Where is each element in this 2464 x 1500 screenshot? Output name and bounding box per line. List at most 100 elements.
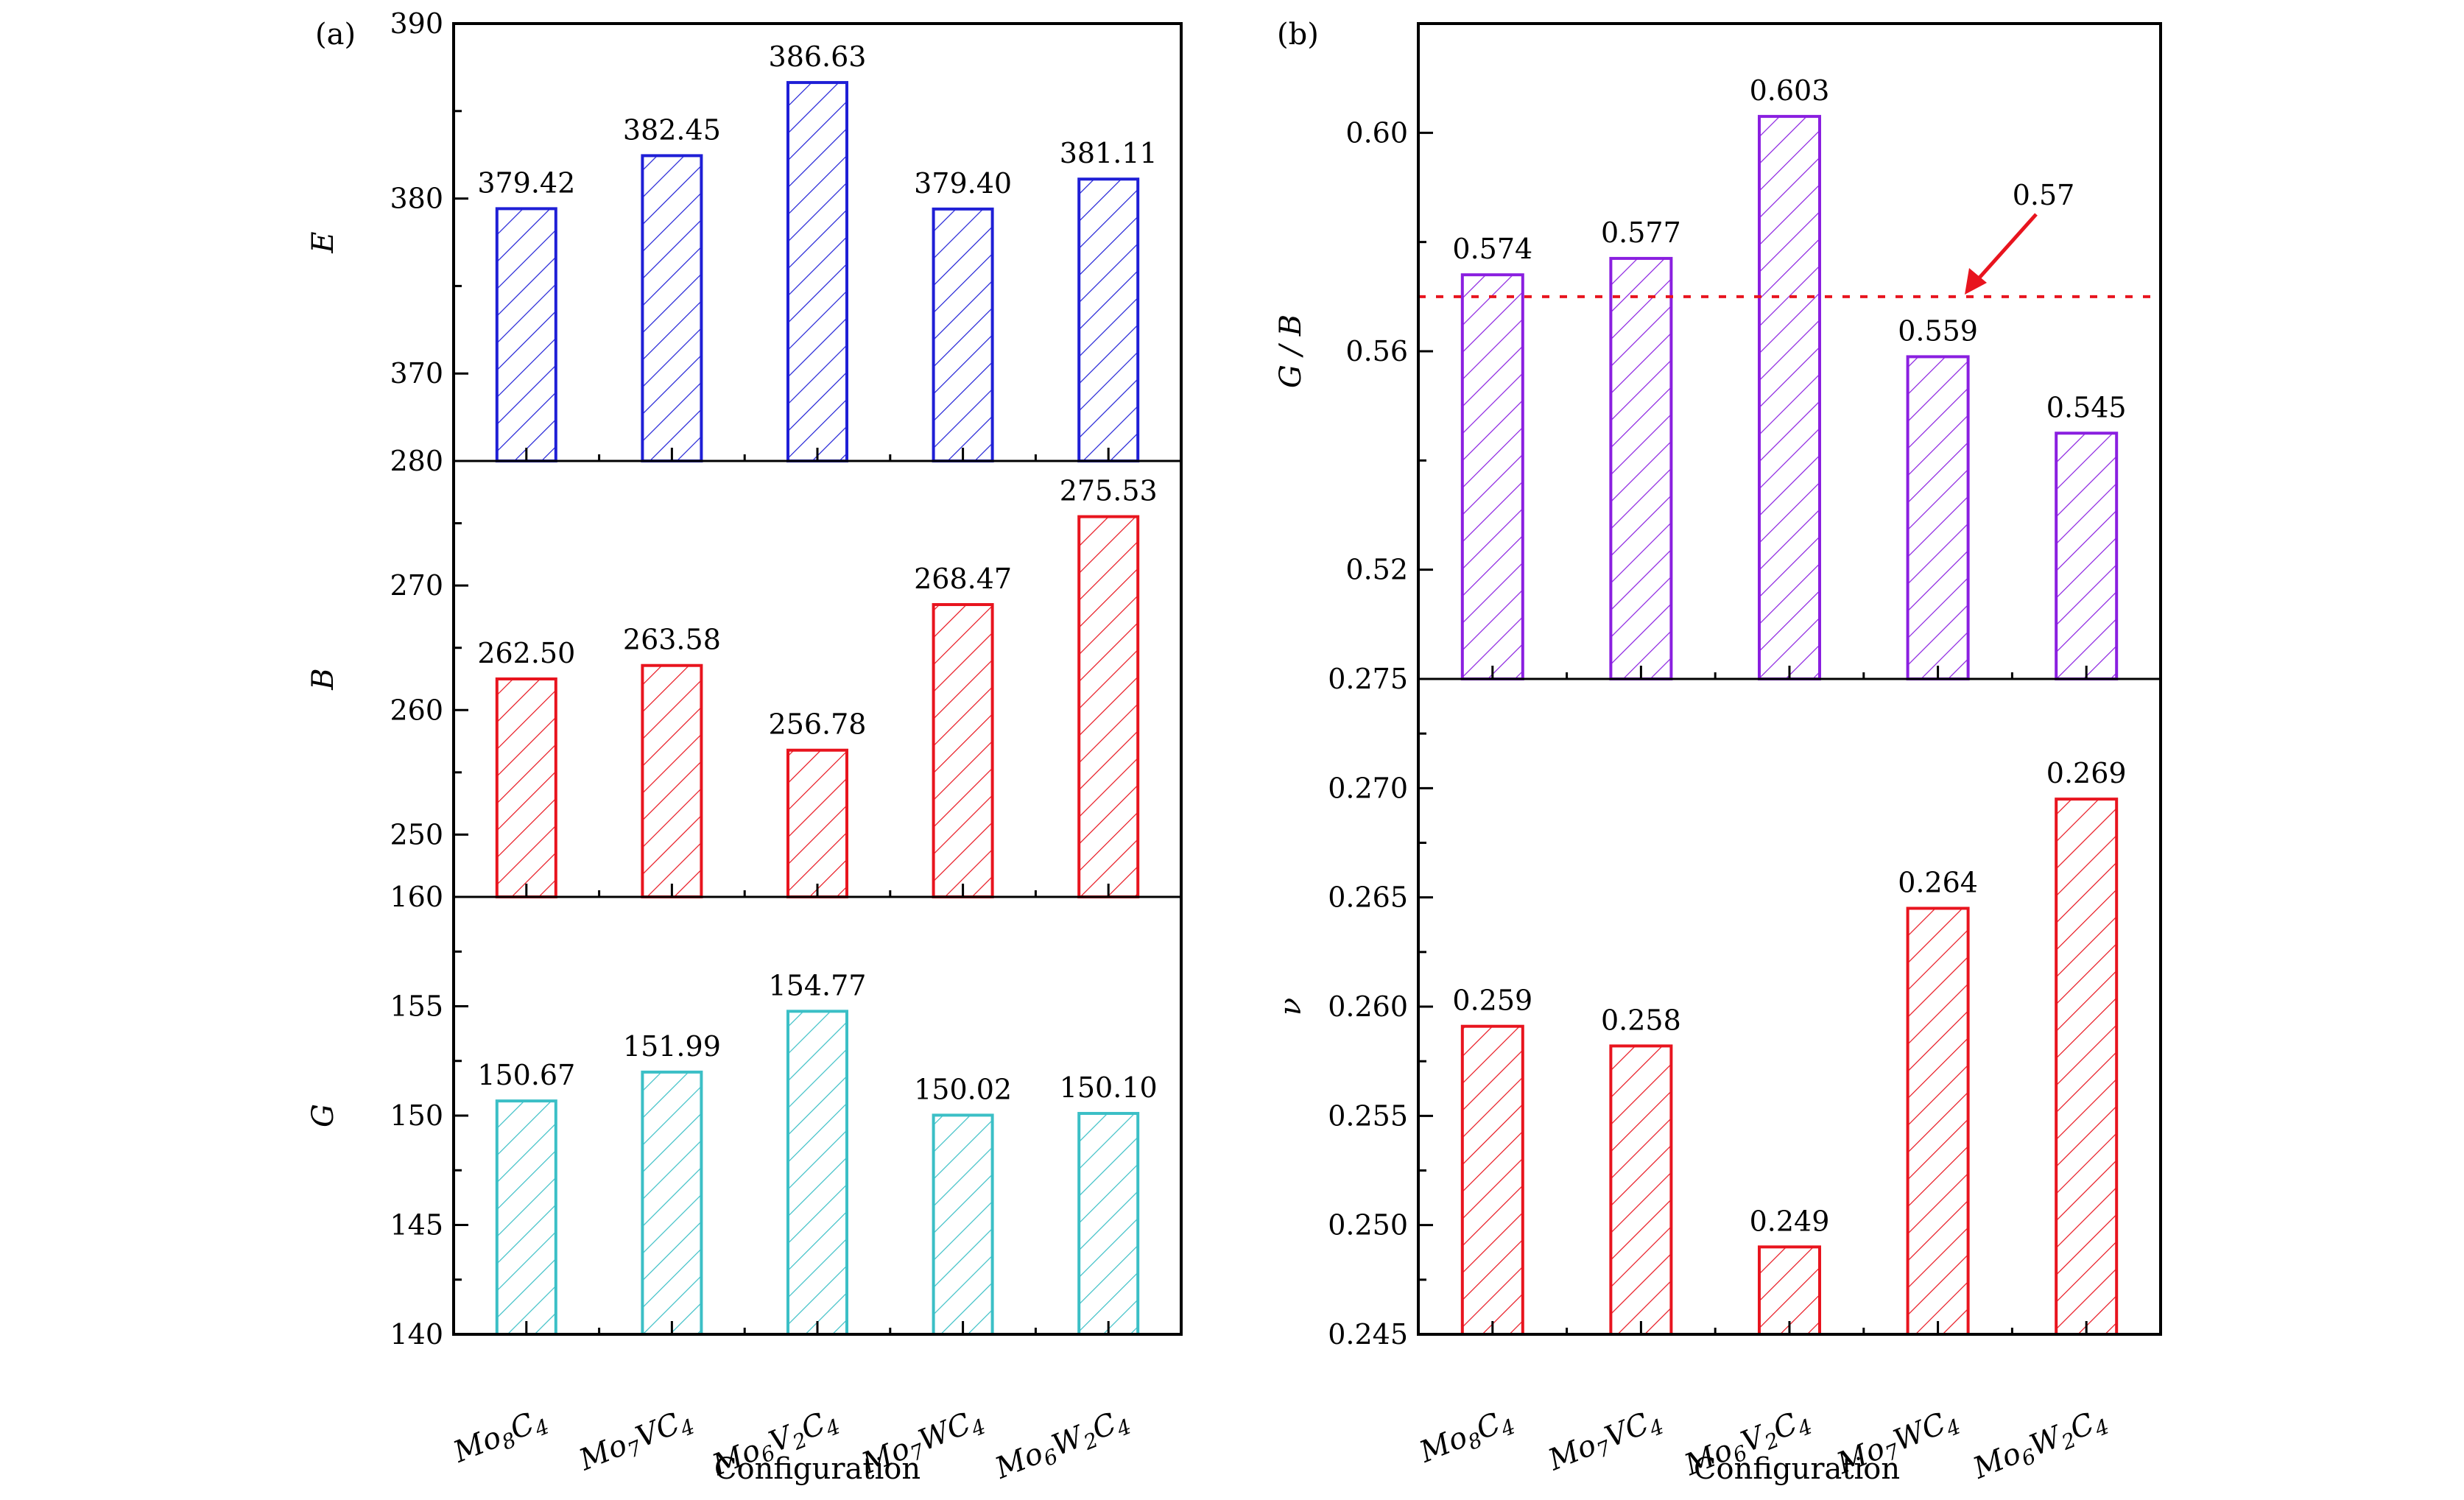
label-part: Mo [574,1428,631,1477]
value-label: 0.559 [1898,314,1978,347]
y-axis-title: ν [1274,998,1308,1015]
reference-line-label: 0.57 [2013,179,2075,211]
y-tick-label: 0.245 [1328,1318,1408,1351]
y-axis-title: B [306,668,340,690]
y-tick-label: 0.270 [1328,772,1408,804]
x-axis-title: Configuration [714,1452,921,1486]
y-tick-label: 0.250 [1328,1209,1408,1242]
y-axis-title: G [306,1104,340,1127]
y-tick-label: 145 [390,1209,443,1242]
bar [641,663,703,898]
subplot-g: 150.67 151.99 154.77 150.02 150.10 140 145 150 1… [306,950,1158,1351]
bar [495,1099,557,1336]
x-tick-label: Mo7VC4 [1543,1402,1667,1482]
value-label: 0.269 [2046,757,2127,789]
bar [1906,355,1970,680]
y-tick-label: 0.260 [1328,990,1408,1023]
bar [1077,515,1140,898]
x-tick-label: Mo7VC4 [574,1402,698,1482]
bar [1906,906,1970,1336]
y-tick-label: 0.265 [1328,881,1408,914]
bar [1077,177,1140,462]
y-tick-label: 370 [390,357,443,390]
panel-tag: (a) [315,18,356,52]
y-tick-label: 260 [390,694,443,726]
bar [786,748,848,898]
bar [2055,797,2119,1336]
value-label: 268.47 [914,563,1012,595]
bar [932,207,994,462]
label-part: Mo [1968,1437,2025,1486]
value-label: 0.264 [1898,867,1978,899]
bar [786,81,848,462]
x-tick-label: Mo8C4 [1415,1402,1519,1473]
x-tick-label: Mo6W2C4 [990,1402,1134,1490]
value-label: 0.259 [1452,985,1532,1017]
panel-a: (a)379.42382.45386.63379.40381.113703803… [306,7,1183,1490]
bar [932,603,994,898]
bar [495,207,557,462]
value-label: 379.42 [477,166,575,199]
y-tick-label: 150 [390,1099,443,1132]
y-tick-label: 0.60 [1345,116,1408,149]
value-label: 150.67 [477,1059,575,1091]
label-part: Mo [1543,1428,1600,1477]
value-label: 151.99 [623,1030,721,1063]
plot-frame [452,22,1183,1336]
label-part: WC [1889,1406,1951,1458]
arrow-shaft [1972,213,2038,286]
panel-tag: (b) [1277,18,1319,52]
y-tick-label: 0.56 [1345,335,1408,367]
value-label: 256.78 [769,708,867,741]
x-tick-label: Mo8C4 [448,1402,553,1473]
label-part: Mo [1415,1420,1472,1469]
x-tick-label: Mo6W2C4 [1968,1402,2112,1490]
subplot-nu: 0.259 0.258 0.249 0.264 0.269 0.245 0.250 0.255… [1274,732,2127,1351]
value-label: 263.58 [623,624,721,656]
bar [641,154,703,462]
panel-b: (b) 0.574 0.577 0.603 0.559 0.545 0.52 0.56 0.60… [1274,18,2162,1490]
subplot-e: 379.42 382.45 386.63 379.40 381.11 370 380 390 2… [306,7,1158,477]
value-label: 0.574 [1452,233,1532,265]
value-label: 0.258 [1601,1004,1681,1036]
label-part: Mo [990,1437,1047,1486]
bar [2055,432,2119,680]
bar [1460,273,1524,680]
label-part: Mo [448,1420,506,1469]
y-tick-label: 0.255 [1328,1099,1408,1132]
bar [1460,1024,1524,1336]
y-tick-label: 155 [390,990,443,1023]
bar [1609,256,1673,680]
value-label: 262.50 [477,637,575,669]
value-label: 0.603 [1750,74,1830,107]
bar [641,1070,703,1336]
value-label: 150.02 [914,1073,1012,1105]
value-label: 0.545 [2046,391,2127,423]
y-tick-label: 270 [390,569,443,602]
value-label: 154.77 [769,969,867,1001]
y-tick-label: 250 [390,818,443,851]
arrow-head [1965,268,1987,295]
bar [495,677,557,898]
label-part: WC [914,1406,976,1458]
bar [1609,1044,1673,1337]
y-axis-title: E [306,231,340,253]
y-tick-label: 140 [390,1318,443,1351]
y-tick-label: 390 [390,7,443,40]
y-tick-label: 160 [390,881,443,913]
y-tick-label: 280 [390,445,443,477]
bar [932,1113,994,1336]
x-axis-title: Configuration [1694,1452,1900,1486]
value-label: 0.577 [1601,216,1681,249]
value-label: 381.11 [1060,137,1158,169]
bar [1758,115,1821,681]
value-label: 379.40 [914,167,1012,200]
y-axis-title: G / B [1274,314,1308,388]
value-label: 386.63 [769,41,867,73]
value-label: 275.53 [1060,475,1158,507]
bar [786,1010,848,1337]
y-tick-label: 0.275 [1328,663,1408,695]
y-tick-label: 380 [390,183,443,215]
y-tick-label: 0.52 [1345,554,1408,586]
